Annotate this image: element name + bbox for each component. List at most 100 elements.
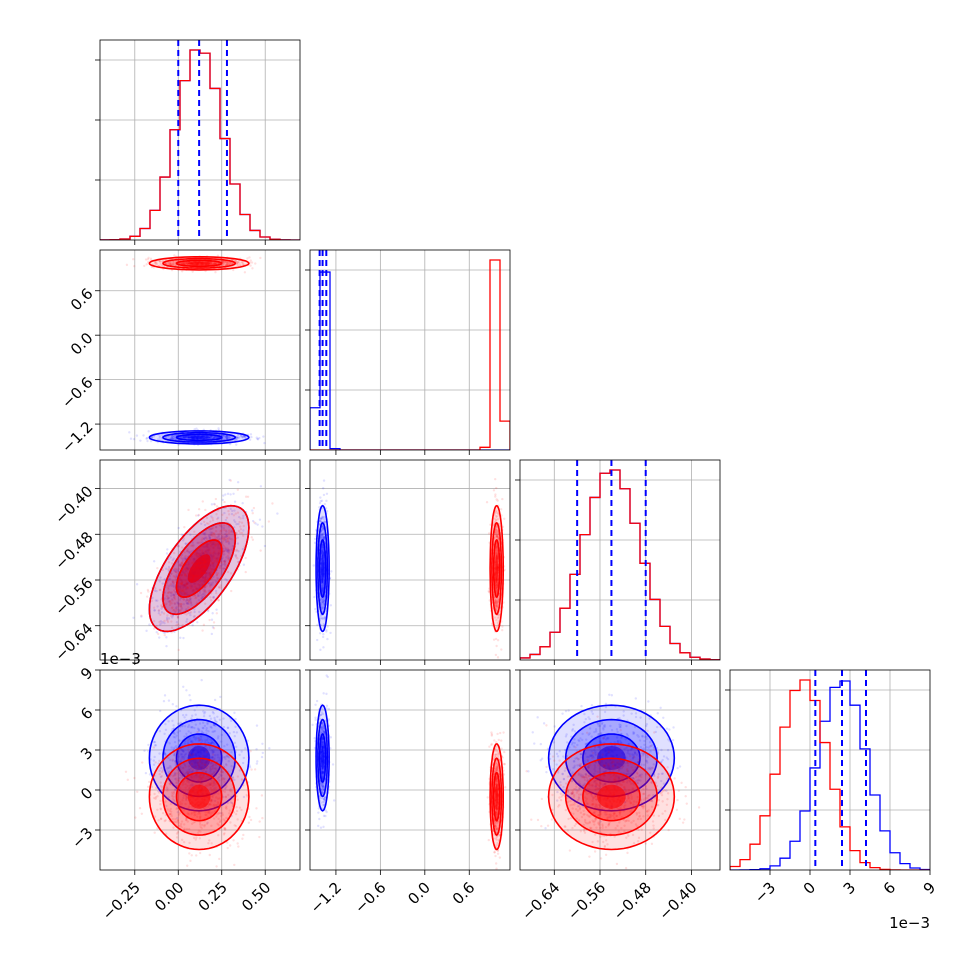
scatter-point bbox=[173, 254, 176, 257]
scatter-point bbox=[219, 586, 222, 589]
scatter-point bbox=[174, 570, 177, 573]
scatter-point bbox=[163, 621, 166, 625]
scatter-point bbox=[495, 515, 498, 519]
scatter-point bbox=[172, 747, 175, 750]
scatter-point bbox=[167, 565, 171, 569]
scatter-point bbox=[211, 756, 214, 759]
scatter-point bbox=[171, 599, 174, 602]
scatter-point bbox=[188, 566, 191, 569]
scatter-point bbox=[190, 812, 193, 816]
scatter-point bbox=[166, 619, 169, 622]
scatter-point bbox=[190, 854, 193, 857]
scatter-point bbox=[163, 631, 167, 635]
scatter-point bbox=[186, 262, 189, 265]
scatter-point bbox=[261, 751, 264, 755]
scatter-point bbox=[197, 513, 201, 517]
scatter-point bbox=[322, 633, 325, 636]
scatter-point bbox=[236, 436, 239, 440]
scatter-point bbox=[234, 824, 238, 828]
scatter-point bbox=[212, 596, 216, 599]
scatter-point bbox=[241, 547, 245, 551]
scatter-point bbox=[225, 535, 228, 538]
scatter-point bbox=[494, 600, 497, 603]
scatter-point bbox=[215, 720, 218, 724]
scatter-point bbox=[208, 746, 212, 750]
scatter-point bbox=[235, 809, 239, 813]
scatter-point bbox=[168, 809, 171, 812]
scatter-point bbox=[201, 769, 204, 772]
scatter-point bbox=[194, 738, 197, 741]
scatter-point bbox=[203, 545, 207, 548]
scatter-point bbox=[225, 262, 229, 265]
scatter-point bbox=[226, 743, 229, 746]
scatter-point bbox=[209, 544, 213, 548]
scatter-point bbox=[180, 602, 183, 606]
scatter-point bbox=[213, 559, 217, 563]
scatter-point bbox=[223, 528, 226, 532]
scatter-point bbox=[197, 554, 201, 557]
scatter-point bbox=[192, 588, 195, 592]
scatter-point bbox=[186, 262, 189, 265]
scatter-point bbox=[153, 796, 156, 800]
scatter-point bbox=[201, 739, 204, 742]
scatter-point bbox=[217, 599, 220, 602]
scatter-point bbox=[228, 812, 231, 815]
scatter-point bbox=[148, 780, 151, 784]
scatter-point bbox=[218, 550, 221, 553]
scatter-point bbox=[219, 814, 223, 818]
scatter-point bbox=[185, 566, 189, 570]
scatter-point bbox=[184, 752, 188, 756]
scatter-point bbox=[230, 529, 234, 533]
scatter-point bbox=[213, 435, 216, 439]
scatter-point bbox=[205, 584, 208, 588]
scatter-point bbox=[229, 719, 233, 723]
scatter-point bbox=[187, 807, 190, 810]
scatter-point bbox=[157, 789, 160, 793]
scatter-point bbox=[200, 730, 204, 733]
scatter-point bbox=[204, 763, 207, 767]
scatter-point bbox=[218, 523, 222, 526]
scatter-point bbox=[258, 820, 261, 823]
scatter-point bbox=[155, 786, 158, 790]
scatter-point bbox=[322, 600, 326, 603]
scatter-point bbox=[211, 555, 214, 558]
scatter-point bbox=[167, 261, 170, 265]
scatter-point bbox=[172, 585, 175, 588]
scatter-point bbox=[171, 616, 174, 619]
scatter-point bbox=[201, 595, 204, 599]
scatter-point bbox=[174, 577, 178, 581]
scatter-point bbox=[203, 588, 206, 592]
scatter-point bbox=[221, 556, 224, 560]
scatter-point bbox=[185, 598, 188, 601]
scatter-point bbox=[157, 612, 161, 615]
scatter-point bbox=[224, 540, 228, 544]
scatter-point bbox=[154, 796, 158, 799]
scatter-point bbox=[152, 740, 156, 744]
scatter-point bbox=[189, 726, 193, 729]
scatter-point bbox=[180, 561, 184, 564]
scatter-point bbox=[217, 544, 220, 548]
scatter-point bbox=[186, 568, 190, 571]
scatter-point bbox=[168, 812, 172, 816]
scatter-point bbox=[216, 557, 219, 560]
scatter-point bbox=[139, 439, 142, 442]
scatter-point bbox=[186, 602, 189, 605]
scatter-point bbox=[181, 756, 184, 759]
scatter-point bbox=[495, 533, 498, 536]
scatter-point bbox=[223, 790, 227, 793]
scatter-point bbox=[155, 589, 158, 593]
scatter-point bbox=[221, 513, 224, 516]
scatter-point bbox=[185, 591, 188, 594]
scatter-point bbox=[215, 796, 218, 799]
scatter-point bbox=[223, 755, 226, 759]
scatter-point bbox=[129, 437, 133, 440]
scatter-point bbox=[183, 763, 187, 767]
scatter-point bbox=[205, 538, 209, 541]
scatter-point bbox=[205, 571, 208, 575]
scatter-point bbox=[258, 835, 261, 839]
scatter-point bbox=[204, 810, 207, 814]
scatter-point bbox=[321, 588, 325, 591]
scatter-point bbox=[168, 591, 171, 594]
scatter-point bbox=[494, 637, 498, 641]
scatter-point bbox=[177, 526, 180, 530]
